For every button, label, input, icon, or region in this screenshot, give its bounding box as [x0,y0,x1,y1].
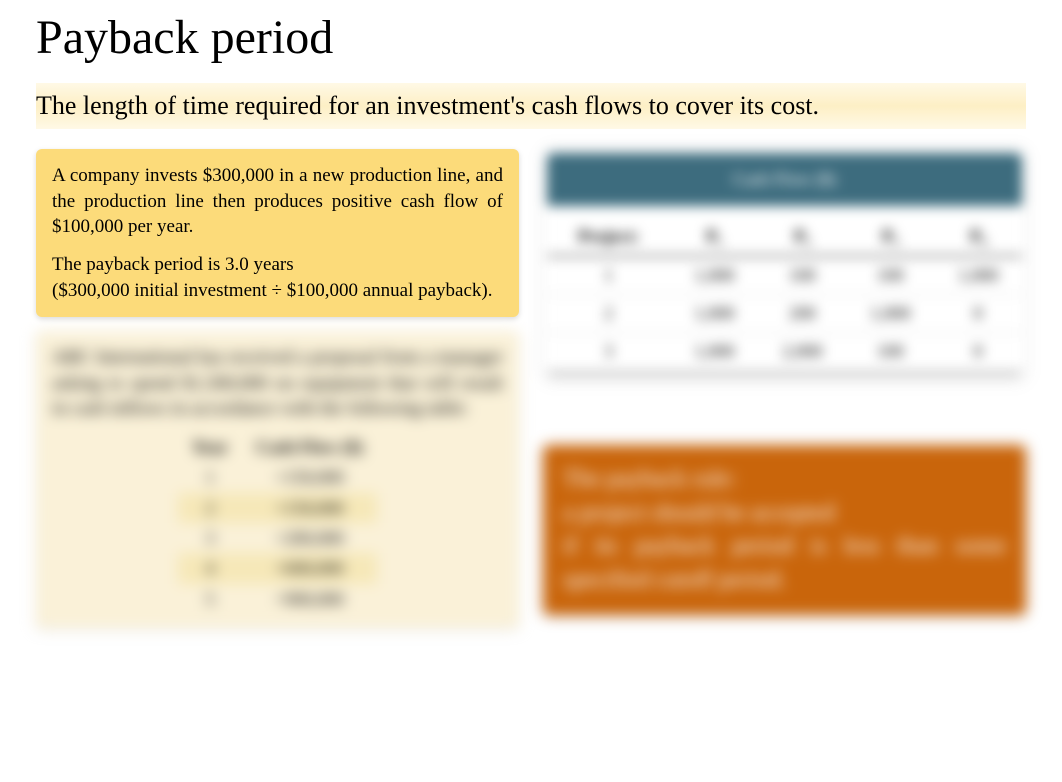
projects-table-card: Cash Flow ($) Project:P₁P₂P₃P₄ 11,000100… [543,149,1026,381]
table-row: 5+900,000 [178,584,377,614]
cell: 0 [934,295,1022,333]
projects-table: Project:P₁P₂P₃P₄ 11,0001001001,00021,000… [547,206,1022,371]
rule-line3: if its payback period is less than some … [563,530,1006,597]
table-row: 3+200,000 [178,523,377,553]
table-row: 2+150,000 [178,493,377,523]
table-row: 4+600,000 [178,553,377,583]
example-p2: The payback period is 3.0 years [52,252,503,278]
col-cf: Cash Flow ($) [242,432,377,462]
projects-table-footer [547,371,1022,377]
cell-year: 1 [178,462,242,492]
cell-year: 2 [178,493,242,523]
cell-year: 3 [178,523,242,553]
cell: 1,000 [670,256,758,295]
projects-col-3: P₃ [846,206,934,256]
projects-col-1: P₁ [670,206,758,256]
cell: 100 [758,256,846,295]
cell: 2,000 [758,333,846,371]
col-year: Year [178,432,242,462]
table-row: 31,0002,0001000 [547,333,1022,371]
payback-rule-card: The payback rule: a project should be ac… [543,445,1026,615]
cell: 100 [846,256,934,295]
cell: 3 [547,333,670,371]
cell-cf: +150,000 [242,462,377,492]
table-row: 21,0002001,0000 [547,295,1022,333]
cell-cf: +600,000 [242,553,377,583]
cell: 200 [758,295,846,333]
cell-year: 5 [178,584,242,614]
cashflow-table: Year Cash Flow ($) 1+150,0002+150,0003+2… [178,432,377,614]
table-row: 11,0001001001,000 [547,256,1022,295]
example-p1: A company invests $300,000 in a new prod… [52,163,503,240]
cell-year: 4 [178,553,242,583]
projects-col-2: P₂ [758,206,846,256]
cell: 100 [846,333,934,371]
cell-cf: +150,000 [242,493,377,523]
projects-col-0: Project: [547,206,670,256]
cell: 2 [547,295,670,333]
table-row: 1+150,000 [178,462,377,492]
cell: 1,000 [670,333,758,371]
example-simple-card: A company invests $300,000 in a new prod… [36,149,519,317]
page-title: Payback period [36,10,1026,65]
cell-cf: +900,000 [242,584,377,614]
rule-line1: The payback rule: [563,463,1006,497]
example-table-card: ABC International has received a proposa… [36,331,519,628]
cell: 0 [934,333,1022,371]
left-column: A company invests $300,000 in a new prod… [36,149,519,628]
subtitle: The length of time required for an inves… [36,83,1026,129]
content-columns: A company invests $300,000 in a new prod… [36,149,1026,628]
cell: 1,000 [670,295,758,333]
cell: 1,000 [934,256,1022,295]
projects-col-4: P₄ [934,206,1022,256]
right-column: Cash Flow ($) Project:P₁P₂P₃P₄ 11,000100… [543,149,1026,628]
cell: 1 [547,256,670,295]
example-p3: ($300,000 initial investment ÷ $100,000 … [52,278,503,304]
cell-cf: +200,000 [242,523,377,553]
projects-table-header: Cash Flow ($) [547,153,1022,206]
rule-line2: a project should be accepted [563,497,1006,531]
cell: 1,000 [846,295,934,333]
example-table-intro: ABC International has received a proposa… [52,345,503,422]
